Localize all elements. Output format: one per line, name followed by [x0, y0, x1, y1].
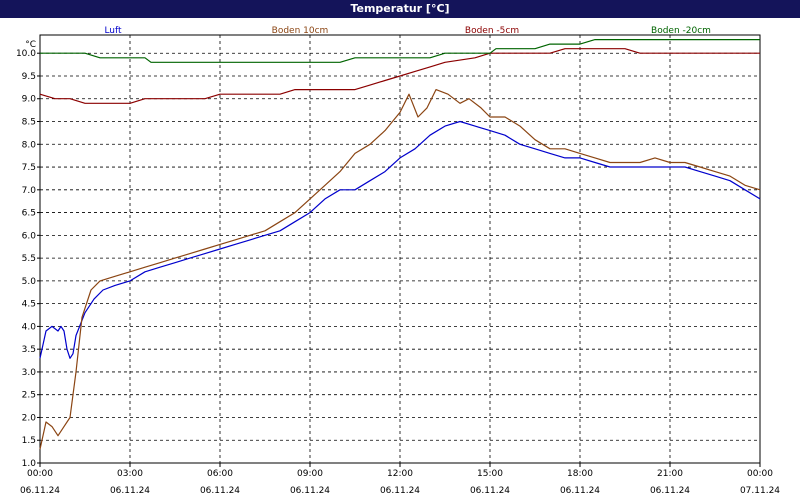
- y-tick-label: 5.0: [22, 277, 37, 287]
- y-tick-label: 9.5: [22, 72, 36, 82]
- y-tick-label: 1.5: [22, 436, 36, 446]
- x-tick-date-label: 06.11.24: [20, 486, 60, 496]
- x-tick-date-label: 06.11.24: [650, 486, 690, 496]
- y-tick-label: 7.5: [22, 163, 36, 173]
- x-tick-time-label: 09:00: [297, 469, 323, 479]
- y-tick-label: 5.5: [22, 254, 36, 264]
- legend-entry: Luft: [104, 26, 122, 36]
- x-tick-time-label: 15:00: [477, 469, 503, 479]
- series-line-boden-20cm: [40, 38, 760, 63]
- x-tick-time-label: 06:00: [207, 469, 233, 479]
- y-tick-label: 2.0: [22, 413, 37, 423]
- legend-entry: Boden -5cm: [465, 26, 519, 36]
- chart-title: Temperatur [°C]: [0, 0, 800, 18]
- y-tick-label: 2.5: [22, 391, 36, 401]
- x-tick-date-label: 06.11.24: [110, 486, 150, 496]
- y-tick-label: 9.0: [22, 95, 37, 105]
- y-tick-label: 3.0: [22, 368, 37, 378]
- y-tick-label: 6.5: [22, 209, 36, 219]
- series-line-boden-5cm: [39, 48, 760, 104]
- x-tick-date-label: 06.11.24: [470, 486, 510, 496]
- y-tick-label: 10.0: [16, 49, 36, 59]
- y-tick-label: 6.0: [22, 231, 37, 241]
- y-tick-label: 4.5: [22, 300, 36, 310]
- y-tick-label: 8.0: [22, 140, 37, 150]
- x-tick-time-label: 00:00: [747, 469, 773, 479]
- x-tick-time-label: 18:00: [567, 469, 593, 479]
- series-line-boden-10cm: [39, 88, 761, 450]
- y-tick-label: 8.5: [22, 118, 36, 128]
- x-tick-time-label: 21:00: [657, 469, 683, 479]
- x-tick-date-label: 06.11.24: [560, 486, 600, 496]
- y-tick-label: 4.0: [22, 322, 37, 332]
- x-tick-time-label: 03:00: [117, 469, 143, 479]
- y-tick-label: 3.5: [22, 345, 36, 355]
- y-axis-label: °C: [25, 40, 36, 50]
- x-tick-time-label: 00:00: [27, 469, 53, 479]
- series-line-luft: [39, 120, 761, 359]
- legend-entry: Boden 10cm: [272, 26, 329, 36]
- x-tick-date-label: 06.11.24: [200, 486, 240, 496]
- y-tick-label: 1.0: [22, 459, 37, 469]
- y-tick-label: 7.0: [22, 186, 37, 196]
- x-tick-date-label: 06.11.24: [290, 486, 330, 496]
- x-tick-date-label: 06.11.24: [380, 486, 420, 496]
- x-tick-time-label: 12:00: [387, 469, 413, 479]
- x-tick-date-label: 07.11.24: [740, 486, 780, 496]
- legend-entry: Boden -20cm: [651, 26, 711, 36]
